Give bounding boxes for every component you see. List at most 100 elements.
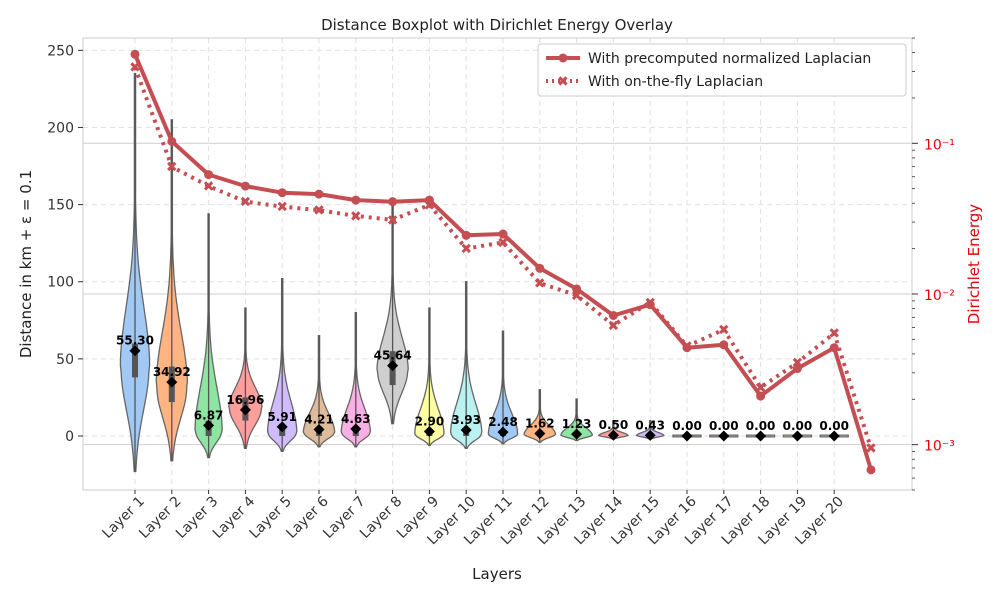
median-diamond-2 xyxy=(166,376,178,388)
median-label-13: 1.23 xyxy=(562,417,592,431)
legend-label-precomputed: With precomputed normalized Laplacian xyxy=(588,51,871,67)
series-1-point xyxy=(866,465,876,475)
legend-box xyxy=(537,43,907,97)
median-diamond-3 xyxy=(203,419,215,431)
series-2-point: ✖ xyxy=(166,160,178,176)
median-diamond-13 xyxy=(571,428,583,440)
median-label-14: 0.50 xyxy=(599,418,629,432)
median-diamond-19 xyxy=(791,430,803,442)
series-1-point xyxy=(461,230,471,240)
median-label-2: 34.92 xyxy=(153,365,191,379)
series-2-point: ✖ xyxy=(350,209,362,225)
series-2-point: ✖ xyxy=(718,323,730,339)
series-1-point xyxy=(167,136,177,146)
median-diamond-18 xyxy=(755,430,767,442)
series-2-point: ✖ xyxy=(497,235,509,251)
median-label-17: 0.00 xyxy=(709,419,739,433)
median-label-3: 6.87 xyxy=(194,408,224,422)
median-diamond-5 xyxy=(276,421,288,433)
median-label-19: 0.00 xyxy=(783,419,813,433)
median-label-15: 0.43 xyxy=(635,418,665,432)
legend-marker-onthefly: ✖ xyxy=(557,74,569,90)
median-label-10: 3.93 xyxy=(451,413,481,427)
series-1-point xyxy=(204,170,214,180)
series-1-point xyxy=(277,188,287,198)
median-label-11: 2.48 xyxy=(488,415,518,429)
median-label-12: 1.62 xyxy=(525,417,555,431)
series-1-point xyxy=(388,197,398,207)
y-axis-right: 10⁻¹ 10⁻² 10⁻³ xyxy=(912,37,955,491)
series-2-point: ✖ xyxy=(424,198,436,214)
median-diamond-12 xyxy=(534,428,546,440)
series-1-point xyxy=(608,310,618,320)
series-1-point xyxy=(829,343,839,353)
median-diamond-20 xyxy=(828,430,840,442)
y2-tick-label: 10⁻³ xyxy=(924,439,955,455)
y-tick-label: 0 xyxy=(65,429,74,445)
median-label-20: 0.00 xyxy=(819,419,849,433)
median-label-5: 5.91 xyxy=(267,410,297,424)
median-diamond-9 xyxy=(423,426,435,438)
median-label-1: 55.30 xyxy=(116,334,154,348)
median-label-8: 45.64 xyxy=(374,349,412,363)
series-1-point xyxy=(498,229,508,239)
median-diamond-14 xyxy=(607,429,619,441)
median-diamond-10 xyxy=(460,424,472,436)
legend: With precomputed normalized Laplacian ✖ … xyxy=(537,43,907,97)
series-2-point: ✖ xyxy=(203,179,215,195)
series-2-point: ✖ xyxy=(792,356,804,372)
series-1-point xyxy=(351,195,361,205)
y-axis-title: Distance in km + ε = 0.1 xyxy=(17,170,35,358)
series-2-point: ✖ xyxy=(460,242,472,258)
series-2-point: ✖ xyxy=(828,326,840,342)
legend-marker-precomputed xyxy=(558,53,568,63)
energy-lines: ✖ ✖ ✖ ✖ ✖ ✖ ✖ ✖ ✖ ✖ ✖ ✖ ✖ ✖ ✖ ✖ ✖ ✖ ✖ ✖ ✖ xyxy=(129,49,877,475)
series-2-point: ✖ xyxy=(681,339,693,355)
series-1-point xyxy=(240,181,250,191)
series-1-point xyxy=(792,364,802,374)
y2-axis-title: Dirichlet Energy xyxy=(965,204,983,324)
series-2-point: ✖ xyxy=(534,276,546,292)
series-1-point xyxy=(756,391,766,401)
median-diamond-8 xyxy=(387,360,399,372)
series-line-2 xyxy=(133,66,873,449)
median-label-18: 0.00 xyxy=(746,419,776,433)
median-diamond-1 xyxy=(129,345,141,357)
median-diamond-11 xyxy=(497,426,509,438)
y-tick-label: 100 xyxy=(47,275,74,291)
series-1-point xyxy=(130,49,140,59)
y2-tick-label: 10⁻² xyxy=(924,288,955,304)
median-label-6: 4.21 xyxy=(304,413,334,427)
plot-frame xyxy=(82,37,913,491)
median-label-4: 16.96 xyxy=(226,393,264,407)
median-label-7: 4.63 xyxy=(341,412,371,426)
series-2-point: ✖ xyxy=(387,213,399,229)
series-2-point: ✖ xyxy=(644,295,656,311)
y2-tick-label: 10⁻¹ xyxy=(924,137,955,153)
y-tick-label: 250 xyxy=(47,43,74,59)
x-axis-title: Layers xyxy=(472,565,522,583)
legend-label-onthefly: With on-the-fly Laplacian xyxy=(588,74,763,90)
series-1-point xyxy=(572,284,582,294)
series-2-point: ✖ xyxy=(608,318,620,334)
median-diamond-7 xyxy=(350,423,362,435)
median-diamond-17 xyxy=(718,430,730,442)
series-2-point: ✖ xyxy=(129,60,141,76)
violins xyxy=(119,72,849,473)
chart-title: Distance Boxplot with Dirichlet Energy O… xyxy=(321,16,673,34)
violin-iqr-box xyxy=(132,343,138,378)
y-axis-left: 0 50 100 150 200 250 xyxy=(47,43,83,445)
median-diamond-4 xyxy=(239,404,251,416)
series-1-point xyxy=(314,189,324,199)
median-diamond-15 xyxy=(644,429,656,441)
series-2-point: ✖ xyxy=(313,203,325,219)
median-label-9: 2.90 xyxy=(415,415,445,429)
series-2-point: ✖ xyxy=(755,380,767,396)
median-label-16: 0.00 xyxy=(672,419,702,433)
series-1-point xyxy=(535,263,545,273)
series-2-point: ✖ xyxy=(571,288,583,304)
series-2-point: ✖ xyxy=(865,441,877,457)
